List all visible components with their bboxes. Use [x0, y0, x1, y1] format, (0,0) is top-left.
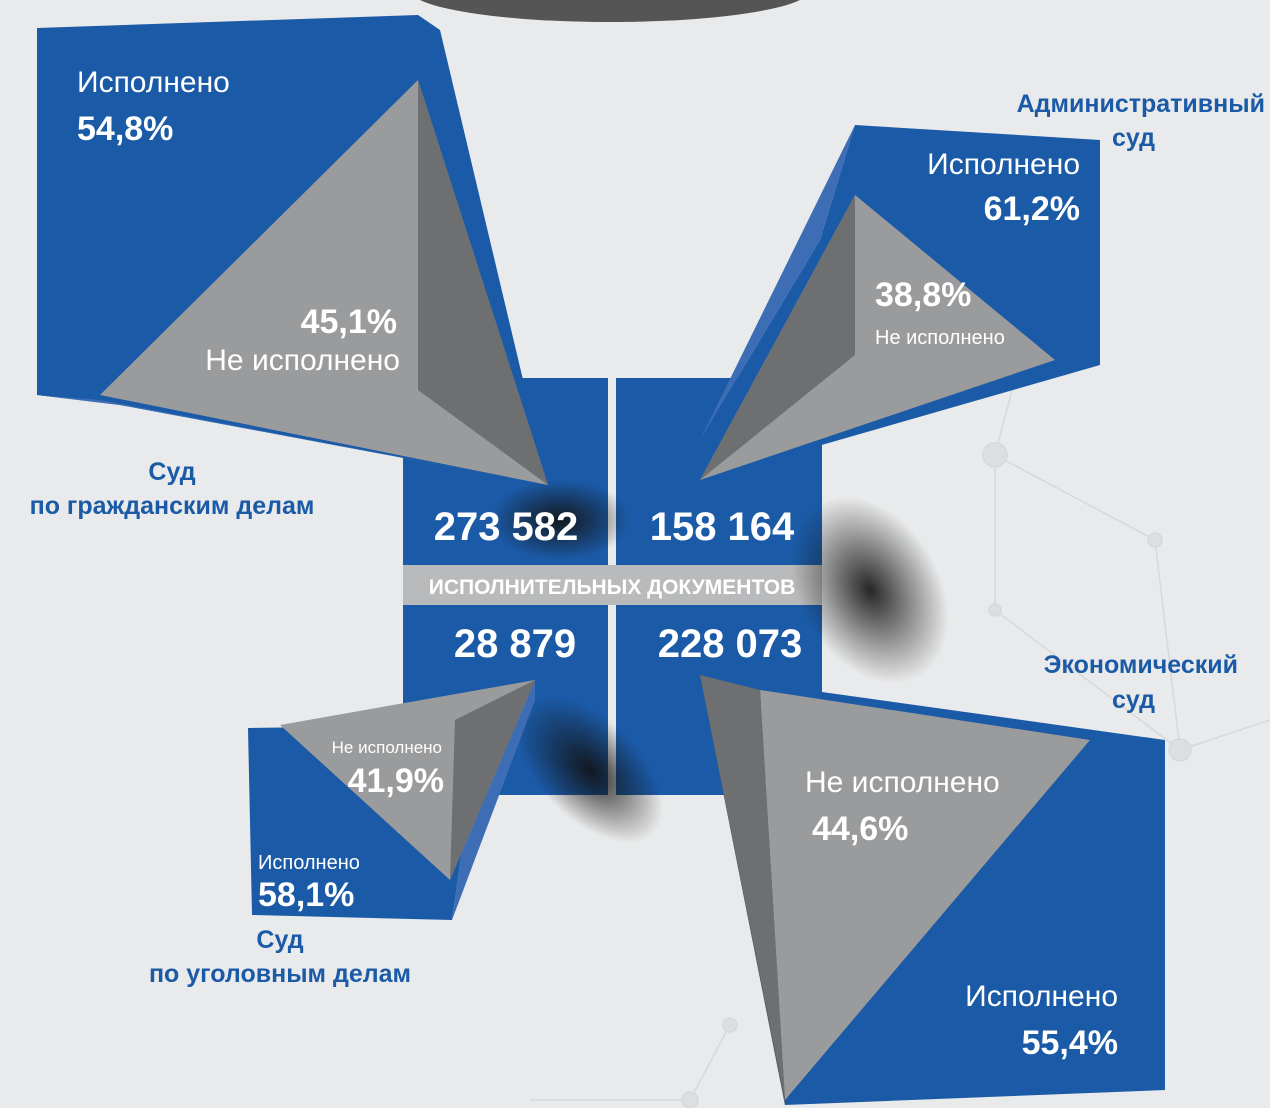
- done-percent: 55,4%: [1022, 1024, 1118, 1062]
- court-name: Административный: [1017, 90, 1265, 118]
- undone-percent: 45,1%: [301, 303, 397, 341]
- court-name: по гражданским делам: [30, 492, 315, 520]
- court-name: Суд: [256, 926, 303, 954]
- done-label: Исполнено: [258, 852, 360, 874]
- panel-economic: Не исполнено 44,6% Исполнено 55,4% Эконо…: [700, 651, 1238, 1105]
- panel-criminal: Не исполнено 41,9% Исполнено 58,1% Суд п…: [149, 680, 535, 988]
- undone-label: Не исполнено: [875, 327, 1005, 349]
- top-shadow: [420, 0, 800, 22]
- network-background: [530, 359, 1270, 1108]
- panel-administrative: Исполнено 61,2% 38,8% Не исполнено Админ…: [700, 90, 1265, 480]
- total: 158 164: [650, 505, 795, 549]
- done-percent: 61,2%: [984, 190, 1080, 228]
- court-name: Суд: [148, 458, 195, 486]
- court-name: суд: [1112, 686, 1155, 714]
- court-name: по уголовным делам: [149, 960, 411, 988]
- total: 273 582: [434, 505, 579, 549]
- court-name: суд: [1112, 124, 1155, 152]
- done-label: Исполнено: [77, 66, 230, 99]
- undone-percent: 38,8%: [875, 276, 971, 314]
- done-percent: 54,8%: [77, 110, 173, 148]
- undone-label: Не исполнено: [332, 738, 442, 757]
- undone-label: Не исполнено: [805, 766, 1000, 799]
- total: 28 879: [454, 622, 576, 666]
- undone-label: Не исполнено: [205, 344, 400, 377]
- undone-percent: 44,6%: [812, 810, 908, 848]
- center-label: ИСПОЛНИТЕЛЬНЫХ ДОКУМЕНТОВ: [429, 576, 796, 599]
- panel-civil: Исполнено 54,8% 45,1% Не исполнено Суд п…: [30, 15, 548, 520]
- court-name: Экономический: [1044, 651, 1238, 679]
- done-label: Исполнено: [965, 980, 1118, 1013]
- undone-percent: 41,9%: [348, 762, 444, 800]
- total: 228 073: [658, 622, 803, 666]
- done-label: Исполнено: [927, 148, 1080, 181]
- done-percent: 58,1%: [258, 876, 354, 914]
